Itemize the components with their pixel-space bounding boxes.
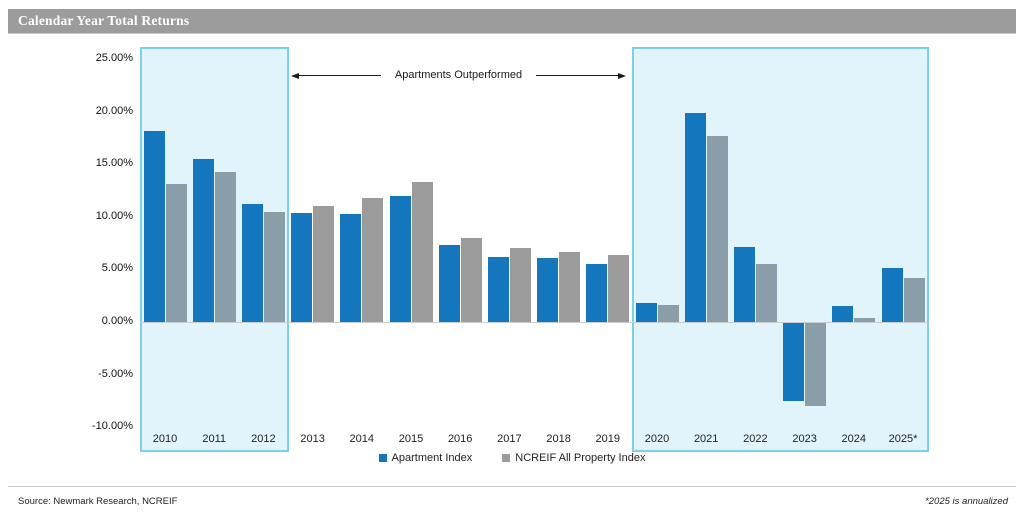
bar-ncreif-all-property-index-2015 [411,182,433,322]
bar-apartment-index-2010 [143,130,165,322]
bar-ncreif-all-property-index-2011 [214,171,236,322]
legend-swatch-icon [502,454,511,462]
x-axis-label: 2013 [300,433,325,445]
legend-item-1: Apartment Index [378,452,473,464]
bar-apartment-index-2013 [291,212,313,322]
highlight-region-2 [632,47,929,452]
bar-apartment-index-2019 [586,264,608,322]
x-axis-label: 2018 [546,433,571,445]
bar-apartment-index-2016 [438,245,460,322]
bar-apartment-index-2025 [881,268,903,322]
apartments-outperformed-annotation: Apartments Outperformed [291,68,627,82]
chart-legend: Apartment Index NCREIF All Property Index [0,452,1024,464]
y-axis-tick: 5.00% [101,262,133,275]
x-axis-label: 2014 [349,433,375,445]
x-axis-label: 2023 [792,433,817,445]
bar-ncreif-all-property-index-2025 [903,277,925,322]
x-axis-label: 2012 [251,433,276,445]
bar-ncreif-all-property-index-2014 [362,197,384,322]
bar-apartment-index-2022 [733,247,755,322]
x-axis-label: 2011 [202,433,227,445]
y-axis-tick: 15.00% [95,157,133,170]
y-axis-tick: -10.00% [92,420,133,433]
x-axis-label: 2025* [888,433,918,445]
arrow-left-icon [291,72,299,79]
bar-ncreif-all-property-index-2016 [460,237,482,322]
y-axis-tick: 20.00% [95,104,133,117]
x-axis-label: 2021 [693,433,719,445]
bar-ncreif-all-property-index-2017 [509,248,531,322]
x-axis-label: 2020 [644,433,670,445]
chart-title: Calendar Year Total Returns [18,13,190,28]
legend-item-2: NCREIF All Property Index [502,452,645,464]
source-text: Source: Newmark Research, NCREIF [18,496,178,507]
arrow-line-left [299,74,381,77]
bar-ncreif-all-property-index-2013 [313,206,335,322]
arrow-right-icon [618,72,627,79]
bar-ncreif-all-property-index-2023 [805,323,827,407]
bar-ncreif-all-property-index-2018 [559,251,581,322]
chart-title-bar: Calendar Year Total Returns [8,9,1016,34]
x-axis-label: 2017 [497,433,522,445]
y-axis-tick: 25.00% [95,52,133,64]
annotation-label: Apartments Outperformed [394,68,523,81]
bar-ncreif-all-property-index-2021 [706,135,728,322]
bar-apartment-index-2023 [783,323,805,401]
bar-apartment-index-2014 [340,213,362,322]
x-axis-label: 2022 [743,433,768,445]
x-axis-label: 2015 [398,433,424,445]
bar-apartment-index-2021 [684,112,706,322]
bar-ncreif-all-property-index-2019 [608,254,630,322]
bar-apartment-index-2012 [241,204,263,322]
annualized-note: *2025 is annualized [925,496,1008,507]
bar-ncreif-all-property-index-2022 [755,264,777,322]
legend-label: NCREIF All Property Index [515,452,646,464]
x-axis-label: 2016 [447,433,473,445]
y-axis-tick: -5.00% [98,367,133,380]
x-axis-label: 2024 [841,433,867,445]
arrow-line-right [536,74,619,77]
zero-axis-line [140,322,929,323]
bar-apartment-index-2011 [192,158,214,322]
legend-swatch-icon [378,454,387,462]
bar-apartment-index-2015 [389,195,411,322]
bar-apartment-index-2018 [537,257,559,322]
bar-apartment-index-2024 [832,306,854,322]
legend-label: Apartment Index [391,452,473,464]
bar-ncreif-all-property-index-2024 [854,317,876,322]
y-axis-tick: 10.00% [95,209,133,222]
x-axis-label: 2019 [595,433,621,445]
y-axis-tick: 0.00% [101,315,133,327]
bar-apartment-index-2020 [635,303,657,322]
bar-ncreif-all-property-index-2010 [165,184,187,322]
bar-ncreif-all-property-index-2020 [657,305,679,322]
footer-divider [8,486,1016,487]
bar-ncreif-all-property-index-2012 [263,211,285,322]
bar-apartment-index-2017 [487,256,509,322]
x-axis-label: 2010 [152,433,178,445]
